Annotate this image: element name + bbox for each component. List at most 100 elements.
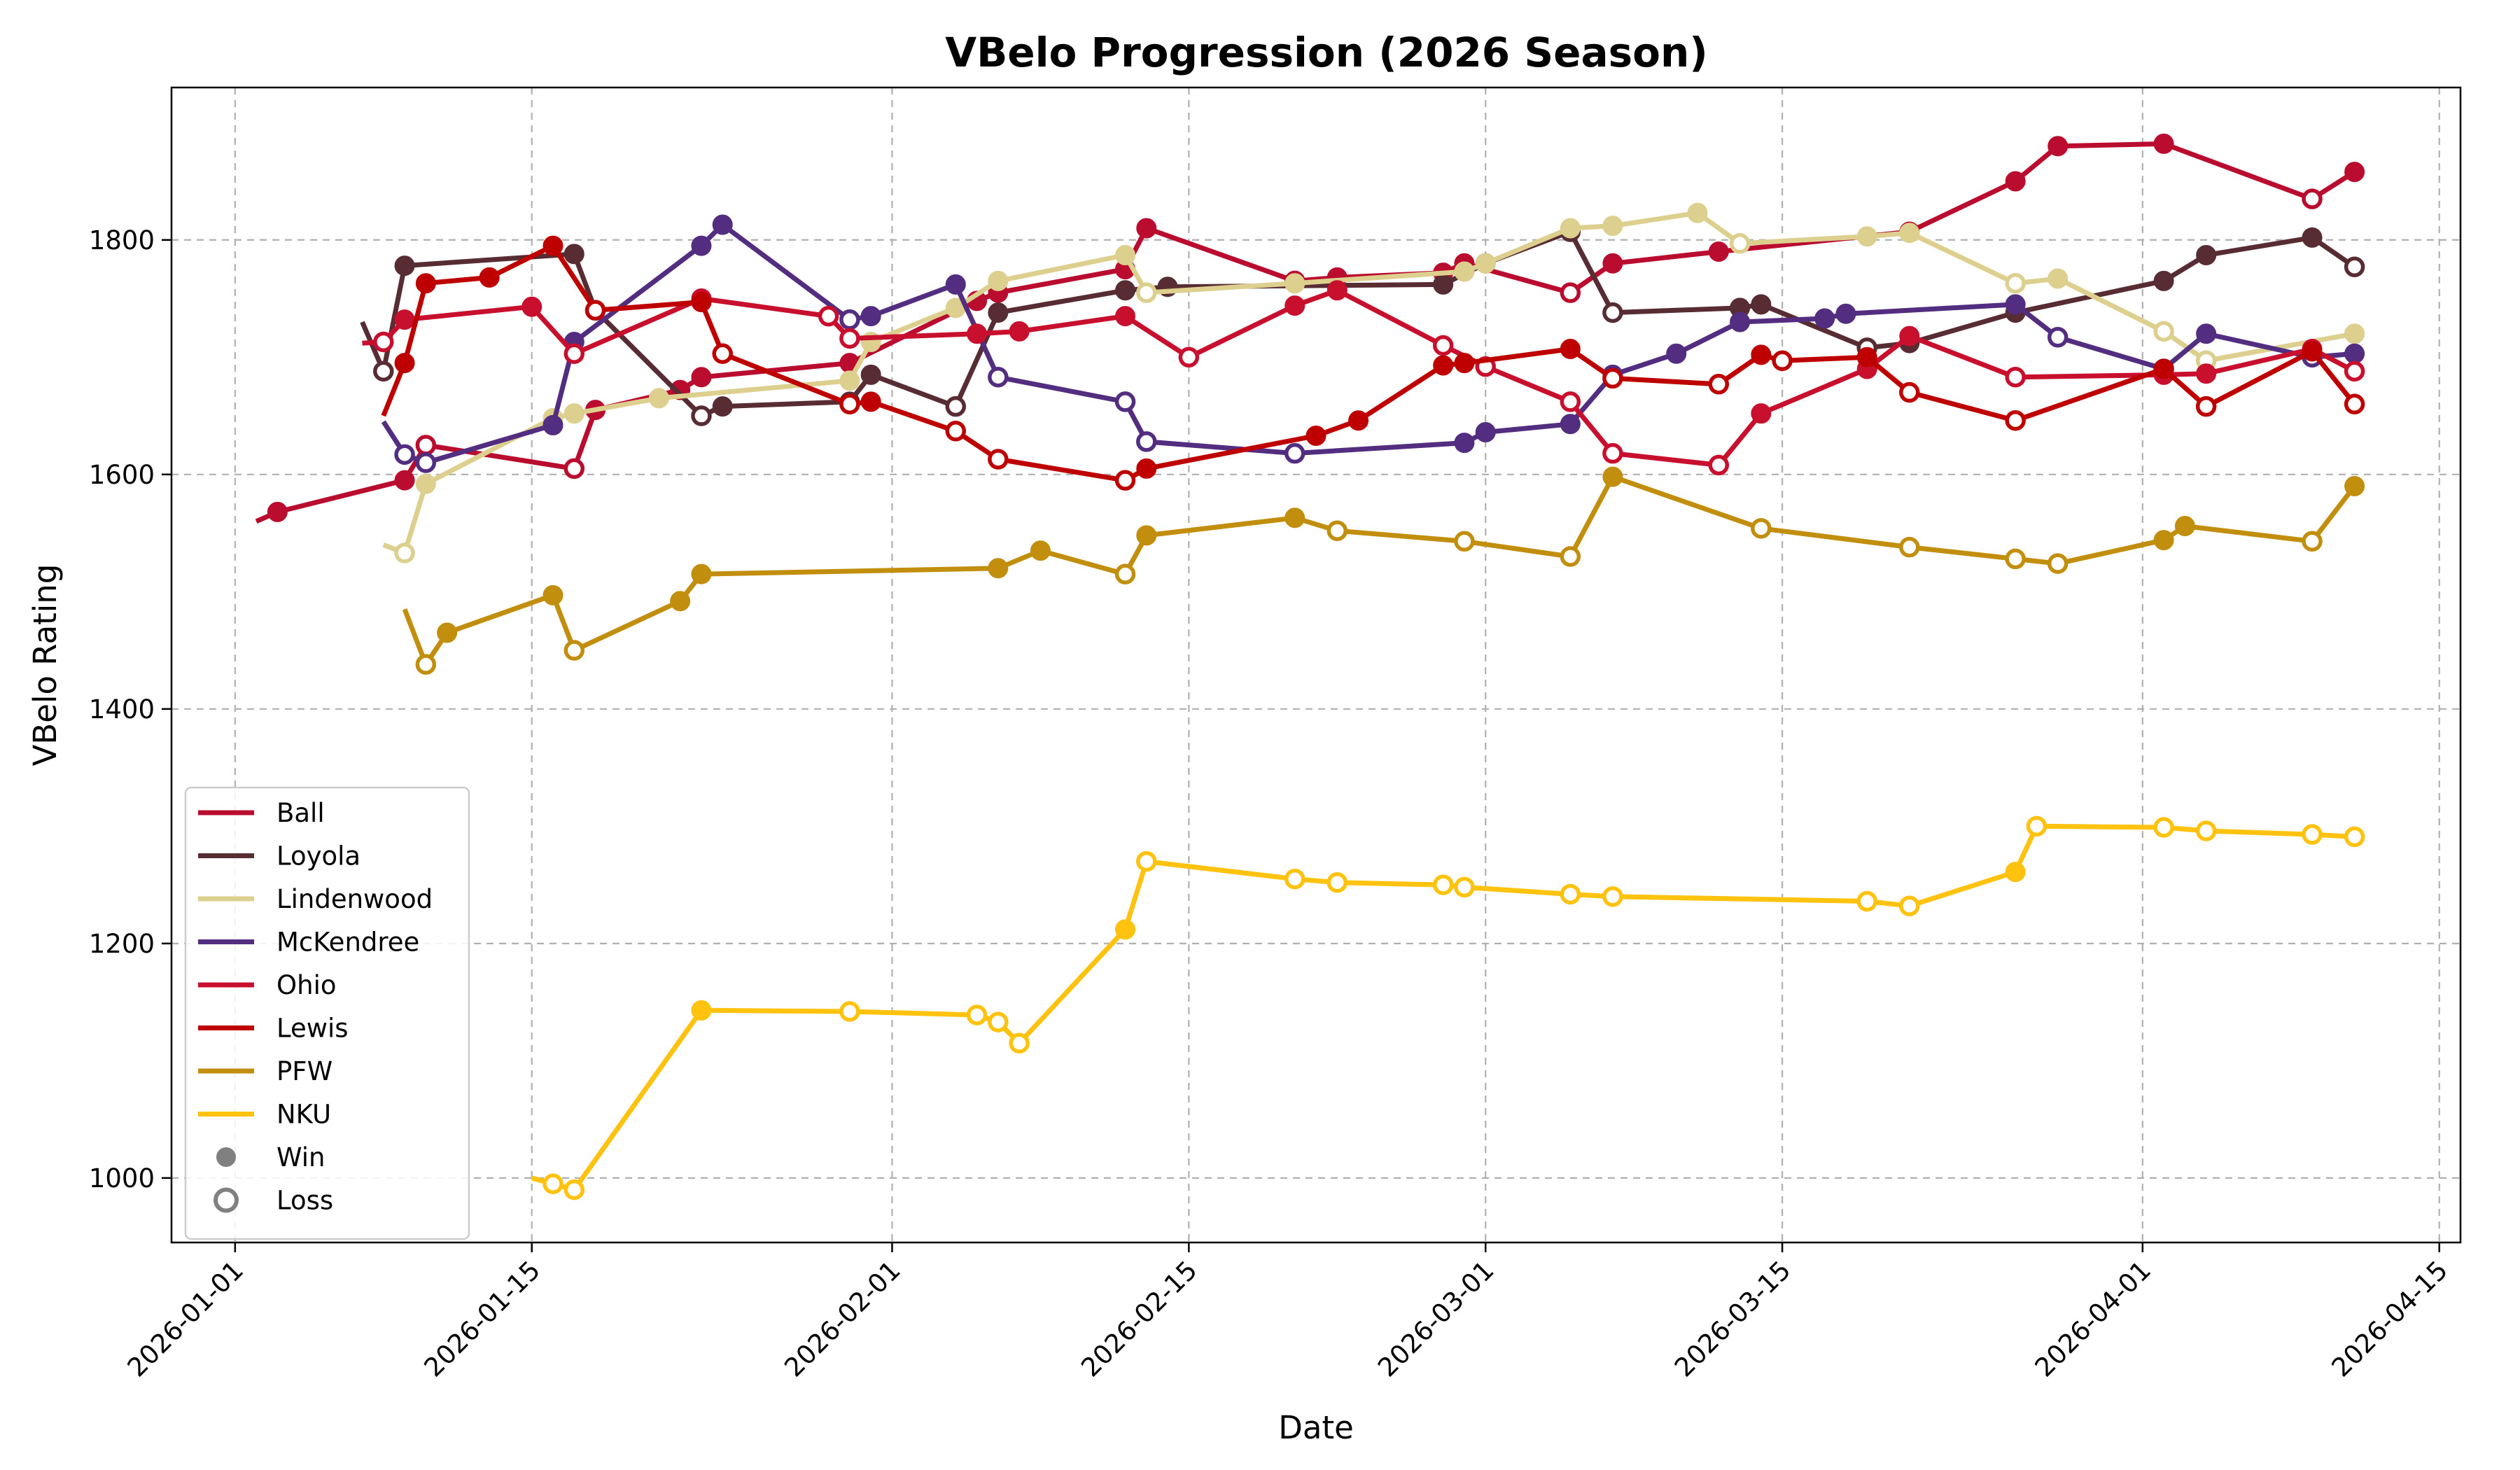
data-point-loss [1708, 454, 1730, 476]
data-point-loss [564, 1179, 585, 1200]
data-point-win [1454, 261, 1475, 282]
data-point-win [1475, 421, 1496, 442]
data-point-win [1666, 343, 1687, 364]
legend-item-mckendree: McKendree [198, 927, 419, 958]
data-point-win [1475, 253, 1496, 274]
data-point-win [394, 353, 415, 374]
data-point-loss [1602, 302, 1623, 323]
data-point-loss [1602, 368, 1623, 389]
data-point-win [1136, 525, 1157, 546]
data-point-win [479, 267, 500, 288]
series-line-lewis [381, 243, 2357, 483]
data-point-loss [1899, 536, 1920, 558]
data-point-win [1454, 353, 1475, 374]
data-point-win [1030, 540, 1051, 561]
data-point-win [415, 473, 436, 494]
data-point-win [437, 622, 458, 643]
legend-label: Ohio [276, 970, 337, 1000]
data-point-loss [564, 640, 585, 661]
series-nku [531, 816, 2365, 1200]
series-line-lindenwood [382, 210, 2356, 556]
data-point-loss [839, 393, 860, 415]
data-point-win [1835, 303, 1856, 324]
data-point-win [967, 323, 988, 344]
data-point-loss [2195, 396, 2217, 417]
plot-frame [170, 86, 2462, 1244]
data-point-loss [2302, 531, 2323, 552]
data-point-win [691, 1000, 712, 1021]
data-point-win [1433, 355, 1454, 376]
data-point-win [1136, 458, 1157, 479]
data-point-win [1899, 223, 1920, 244]
series-line-ball [255, 141, 2356, 524]
data-point-loss [1178, 346, 1200, 368]
data-point-win [394, 255, 415, 276]
series-lines [255, 133, 2365, 1200]
data-point-win [945, 274, 966, 295]
legend-item-ball: Ball [198, 798, 325, 828]
data-point-loss [1432, 874, 1454, 895]
data-point-loss [373, 360, 394, 382]
data-point-loss [2005, 410, 2026, 431]
data-point-win [1454, 433, 1475, 454]
data-point-win [1136, 218, 1157, 239]
data-point-loss [988, 449, 1009, 470]
series-ball [255, 133, 2365, 524]
data-point-loss [2302, 824, 2323, 845]
data-point-win [2344, 476, 2365, 497]
data-point-loss [1560, 282, 1581, 303]
legend-win-marker [216, 1147, 236, 1167]
data-point-win [691, 292, 712, 313]
data-point-loss [1284, 868, 1306, 890]
data-point-win [2005, 171, 2026, 192]
data-point-win [1115, 919, 1135, 940]
data-point-loss [1114, 470, 1136, 491]
data-point-win [1115, 245, 1135, 266]
data-point-win [415, 273, 436, 294]
y-tick-label: 1000 [89, 1163, 155, 1194]
data-point-loss [564, 343, 585, 365]
data-point-loss [1432, 335, 1454, 356]
data-point-win [1751, 294, 1772, 315]
data-point-win [839, 370, 860, 391]
data-point-loss [373, 331, 394, 353]
data-point-win [1730, 312, 1751, 332]
legend-label: Loyola [276, 841, 360, 872]
data-point-loss [1602, 886, 1623, 907]
data-point-win [1560, 218, 1581, 239]
data-point-loss [2344, 393, 2365, 415]
y-tick-label: 1600 [89, 460, 155, 490]
data-point-win [2153, 270, 2174, 291]
series-lewis [381, 235, 2365, 491]
data-point-win [712, 214, 733, 235]
data-point-win [1602, 253, 1623, 274]
data-point-win [1433, 274, 1454, 295]
data-point-win [1560, 414, 1581, 435]
data-point-win [1560, 339, 1581, 360]
legend-box [184, 786, 470, 1240]
data-point-loss [2344, 256, 2365, 278]
data-point-win [2174, 515, 2195, 536]
data-point-loss [394, 542, 415, 564]
data-point-win [2153, 530, 2174, 551]
data-point-loss [1899, 895, 1920, 916]
data-point-win [2344, 323, 2365, 344]
legend-label: McKendree [276, 927, 419, 958]
data-point-loss [1326, 872, 1348, 893]
data-point-win [2153, 133, 2174, 154]
data-point-win [670, 591, 691, 612]
data-point-loss [2005, 548, 2026, 570]
y-tick-label: 1400 [89, 694, 155, 724]
series-pfw [402, 466, 2365, 675]
data-point-win [2344, 343, 2365, 364]
data-point-loss [1708, 374, 1730, 395]
data-point-loss [2344, 360, 2365, 382]
data-point-win [542, 584, 564, 606]
legend-item-loyola: Loyola [198, 841, 360, 872]
data-point-win [542, 414, 564, 435]
data-point-loss [1114, 564, 1136, 584]
data-point-loss [1751, 518, 1772, 539]
y-tick-label: 1800 [89, 225, 155, 255]
data-point-win [2196, 363, 2217, 384]
data-point-loss [988, 1011, 1009, 1032]
